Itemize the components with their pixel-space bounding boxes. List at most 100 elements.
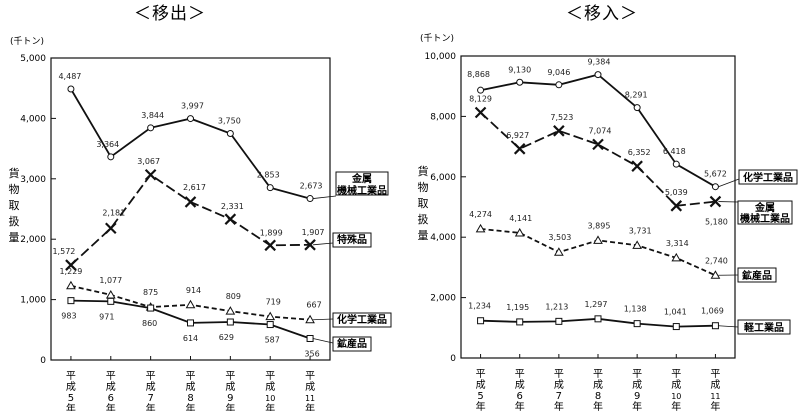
x-category-label-ishutsu: 平成 7 年 bbox=[146, 371, 156, 411]
x-category-label-ishutsu: 平成 5 年 bbox=[66, 371, 76, 411]
x-category-label-inyu: 平成 7 年 bbox=[554, 369, 564, 411]
legend-box-ishutsu-1 bbox=[332, 232, 372, 248]
data-label-inyu-3-6: 1,069 bbox=[701, 307, 724, 316]
data-label-inyu-1-6: 5,180 bbox=[705, 218, 728, 227]
x-category-label-inyu: 平成 10 年 bbox=[671, 369, 681, 411]
data-point-ishutsu-0-6 bbox=[306, 195, 314, 203]
data-label-ishutsu-1-4: 2,331 bbox=[221, 202, 244, 211]
data-point-inyu-2-4 bbox=[632, 240, 643, 249]
data-point-ishutsu-3-0 bbox=[67, 297, 75, 305]
legend-box-inyu-3 bbox=[737, 319, 791, 335]
data-label-ishutsu-0-1: 3,364 bbox=[96, 140, 119, 149]
y-tick-label-ishutsu: 3,000 bbox=[20, 175, 46, 185]
x-category-label-ishutsu: 平成 11 年 bbox=[305, 371, 315, 411]
data-point-inyu-1-6 bbox=[709, 195, 722, 208]
data-point-inyu-2-1 bbox=[514, 227, 525, 237]
legend-leader-ishutsu-2 bbox=[313, 318, 334, 321]
data-label-ishutsu-1-3: 2,617 bbox=[183, 183, 206, 192]
y-axis-label-inyu: 貨物取扱量 bbox=[418, 164, 429, 242]
data-label-inyu-2-3: 3,895 bbox=[588, 221, 611, 230]
data-label-inyu-2-4: 3,731 bbox=[629, 226, 652, 235]
data-point-inyu-1-1 bbox=[513, 143, 526, 155]
x-category-label-ishutsu: 平成 8 年 bbox=[186, 371, 196, 411]
data-label-inyu-0-1: 9,130 bbox=[508, 65, 531, 74]
data-label-ishutsu-0-3: 3,997 bbox=[181, 102, 204, 111]
data-label-ishutsu-3-5: 587 bbox=[265, 336, 280, 345]
data-point-ishutsu-0-0 bbox=[67, 85, 75, 93]
y-tick-label-inyu: 2,000 bbox=[430, 294, 456, 304]
legend-box-inyu-2 bbox=[737, 267, 777, 283]
data-point-inyu-3-5 bbox=[672, 323, 680, 331]
data-label-ishutsu-3-3: 614 bbox=[183, 334, 198, 343]
legend-label-ishutsu-1: 特殊品 bbox=[337, 233, 367, 246]
x-category-label-ishutsu: 平成 10 年 bbox=[265, 371, 275, 411]
legend-leader-inyu-3 bbox=[718, 325, 739, 328]
data-point-ishutsu-1-5 bbox=[264, 239, 276, 252]
data-label-inyu-3-1: 1,195 bbox=[506, 303, 529, 312]
unit-label-ishutsu: (千トン) bbox=[10, 36, 44, 47]
data-point-ishutsu-3-2 bbox=[147, 304, 155, 312]
data-point-inyu-3-3 bbox=[594, 315, 602, 323]
data-point-ishutsu-0-4 bbox=[226, 130, 234, 137]
data-point-ishutsu-0-3 bbox=[187, 115, 194, 123]
data-point-inyu-1-4 bbox=[631, 160, 643, 172]
data-label-ishutsu-3-2: 860 bbox=[142, 319, 157, 328]
data-point-ishutsu-0-5 bbox=[266, 184, 274, 192]
legend-box-ishutsu-0 bbox=[335, 171, 389, 196]
y-tick-label-inyu: 8,000 bbox=[430, 112, 456, 122]
legend-label-inyu-2: 鉱産品 bbox=[742, 269, 772, 282]
y-tick-label-ishutsu: 1,000 bbox=[20, 296, 46, 306]
data-point-inyu-2-5 bbox=[671, 252, 682, 262]
data-label-ishutsu-3-6: 356 bbox=[304, 349, 319, 358]
data-label-ishutsu-3-0: 983 bbox=[61, 312, 76, 321]
data-label-inyu-2-0: 4,274 bbox=[469, 210, 492, 219]
legend-box-ishutsu-2 bbox=[332, 312, 392, 328]
data-point-ishutsu-2-1 bbox=[105, 289, 116, 299]
data-label-inyu-2-1: 4,141 bbox=[509, 214, 532, 223]
data-label-ishutsu-3-1: 971 bbox=[99, 312, 114, 321]
data-label-ishutsu-0-5: 2,853 bbox=[257, 171, 280, 180]
data-point-inyu-3-0 bbox=[477, 317, 485, 325]
data-label-inyu-2-2: 3,503 bbox=[548, 233, 571, 242]
data-point-ishutsu-2-0 bbox=[66, 280, 76, 290]
data-point-inyu-1-5 bbox=[670, 200, 683, 212]
data-label-inyu-1-2: 7,523 bbox=[550, 113, 573, 122]
y-tick-label-inyu: 6,000 bbox=[430, 173, 456, 183]
y-tick-label-inyu: 4,000 bbox=[430, 233, 456, 243]
data-label-ishutsu-1-0: 1,572 bbox=[52, 247, 75, 256]
data-point-ishutsu-0-1 bbox=[107, 153, 115, 161]
data-point-ishutsu-1-4 bbox=[224, 213, 237, 225]
x-category-label-inyu: 平成 5 年 bbox=[476, 369, 486, 411]
data-label-inyu-0-0: 8,868 bbox=[467, 70, 490, 79]
data-point-ishutsu-1-0 bbox=[65, 259, 77, 271]
legend-box-inyu-1 bbox=[737, 200, 793, 225]
data-point-inyu-0-4 bbox=[633, 104, 641, 112]
data-label-inyu-1-5: 5,039 bbox=[665, 188, 688, 197]
plot-frame-inyu bbox=[460, 55, 736, 359]
x-category-label-ishutsu: 平成 6 年 bbox=[106, 371, 116, 411]
data-label-inyu-1-3: 7,074 bbox=[589, 126, 612, 135]
data-point-inyu-2-0 bbox=[475, 223, 486, 233]
data-label-ishutsu-0-0: 4,487 bbox=[58, 72, 81, 81]
data-label-ishutsu-3-4: 629 bbox=[219, 333, 234, 342]
legend-leader-ishutsu-1 bbox=[313, 242, 334, 246]
legend-label-ishutsu-0: 機械工業品 bbox=[337, 184, 387, 197]
x-category-label-inyu: 平成 11 年 bbox=[710, 369, 720, 411]
data-point-ishutsu-2-6 bbox=[305, 314, 315, 324]
data-point-ishutsu-1-6 bbox=[304, 239, 316, 251]
data-label-inyu-1-0: 8,129 bbox=[469, 95, 492, 104]
data-label-inyu-0-6: 5,672 bbox=[704, 170, 727, 179]
data-point-inyu-2-6 bbox=[710, 270, 721, 279]
data-point-inyu-0-6 bbox=[711, 183, 719, 191]
data-label-inyu-3-2: 1,213 bbox=[545, 302, 568, 311]
data-point-inyu-1-3 bbox=[592, 138, 604, 151]
data-label-ishutsu-2-2: 875 bbox=[143, 288, 158, 297]
x-category-label-inyu: 平成 9 年 bbox=[632, 369, 642, 411]
data-point-inyu-0-1 bbox=[516, 78, 524, 86]
x-category-label-inyu: 平成 6 年 bbox=[515, 369, 525, 411]
data-point-ishutsu-3-3 bbox=[187, 319, 194, 327]
data-label-inyu-1-4: 6,352 bbox=[628, 148, 651, 157]
data-point-inyu-0-3 bbox=[594, 71, 602, 79]
legend-label-ishutsu-0: 金属 bbox=[351, 172, 372, 185]
data-point-inyu-2-2 bbox=[553, 247, 564, 256]
